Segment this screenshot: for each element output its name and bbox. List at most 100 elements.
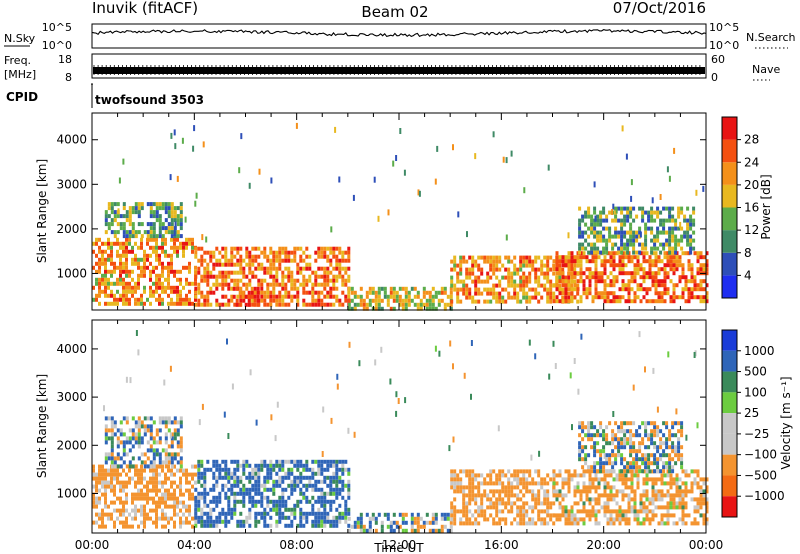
echo-cell [119,512,122,517]
echo-cell [203,475,207,480]
echo-cell [531,481,535,486]
echo-cell [594,291,598,296]
echo-cell [188,496,191,501]
echo-cell [465,485,469,490]
echo-cell [513,517,517,522]
echo-cell [507,477,511,482]
echo-cell [413,286,417,291]
echo-cell [534,275,538,280]
echo-cell [392,286,396,291]
echo-cell [453,287,457,292]
echo-cell [510,501,514,506]
echo-cell [155,500,158,505]
echo-cell [188,492,191,497]
echo-cell [299,246,303,251]
echo-cell [660,299,664,304]
echo-cell [218,499,222,504]
echo-cell [465,517,469,522]
echo-cell [194,464,197,469]
echo-cell [155,277,158,282]
echo-cell [599,250,603,255]
echo-cell [690,279,694,284]
echo-cell [443,512,447,517]
echo-cell [639,231,642,238]
echo-cell [650,246,654,251]
echo-cell [182,297,185,302]
colorbar-swatch [722,139,737,163]
echo-cell [669,497,673,502]
echo-cell [116,480,119,485]
echo-cell [627,299,631,304]
echo-cell [593,449,597,454]
echo-cell [519,505,523,510]
echo-cell [590,222,594,227]
echo-cell [507,295,511,300]
echo-cell [116,237,119,242]
echo-cell [462,489,466,494]
echo-cell [137,468,140,473]
echo-cell [648,501,652,506]
echo-cell [131,476,134,481]
echo-cell [137,416,141,421]
echo-cell [137,273,140,278]
echo-cell [584,453,588,458]
echo-cell [122,460,126,465]
echo-cell [332,479,336,484]
echo-cell [104,269,107,274]
echo-cell [561,505,565,510]
echo-cell [513,477,517,482]
echo-cell [296,475,300,480]
echo-cell [341,282,345,287]
echo-cell [293,503,297,508]
echo-cell [284,507,288,512]
echo-cell [656,425,660,430]
echo-cell [305,459,309,464]
echo-cell [680,465,684,470]
echo-cell [113,524,116,529]
echo-cell [471,477,475,482]
echo-cell [537,501,541,506]
echo-cell [453,489,457,494]
echo-cell [596,230,600,235]
echo-cell [648,509,652,514]
echo-cell [395,294,399,299]
echo-cell [632,234,636,239]
echo-cell [92,520,95,525]
echo-cell [125,273,128,278]
echo-cell [101,512,104,517]
echo-cell [693,251,697,256]
echo-cell [581,242,585,247]
echo-cell [341,515,345,520]
echo-cell [567,287,571,292]
echo-cell [194,511,198,516]
echo-cell [630,299,634,304]
echo-cell [155,202,159,207]
echo-cell [104,436,108,441]
echo-cell [284,475,288,480]
echo-cell [272,274,276,279]
echo-cell [281,479,285,484]
echo-cell [167,301,170,306]
echo-cell [281,278,285,283]
echo-cell [299,270,303,275]
echo-cell [101,281,104,286]
echo-cell [107,202,111,207]
echo-cell [632,218,636,223]
echo-cell [552,521,556,526]
echo-cell [167,265,170,270]
echo-cell [137,420,141,425]
echo-cell [143,520,146,525]
echo-cell [659,218,663,223]
echo-cell [501,481,505,486]
echo-cell [546,279,550,284]
echo-cell [140,512,143,517]
echo-cell [317,298,321,303]
echo-cell [621,493,625,498]
echo-cell [570,513,574,518]
echo-cell [392,512,396,517]
echo-cell [653,238,657,243]
echo-cell [122,508,125,513]
echo-cell [233,507,237,512]
echo-cell [110,257,113,262]
echo-cell [326,302,330,307]
